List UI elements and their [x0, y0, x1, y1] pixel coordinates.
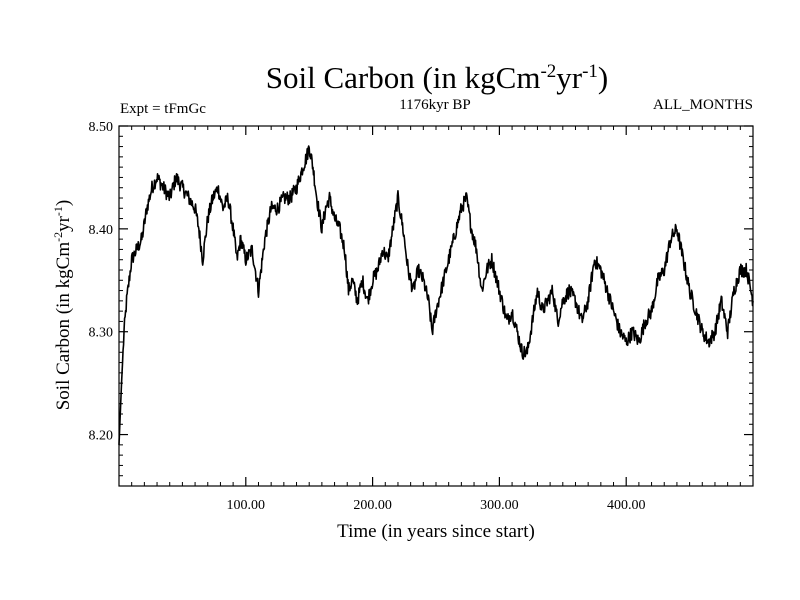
y-tick-label: 8.20: [89, 429, 114, 444]
x-axis-ticks: 100.00 200.00 300.00 400.00: [227, 126, 646, 513]
annotation-months: ALL_MONTHS: [653, 97, 753, 113]
y-axis-label-exp2: -1: [51, 206, 65, 216]
chart-title-mid: yr: [556, 60, 583, 95]
y-tick-label: 8.40: [89, 223, 114, 238]
chart-title-close: ): [598, 60, 608, 95]
y-axis-label-main: Soil Carbon (in kgCm: [53, 242, 74, 411]
chart-title-main: Soil Carbon (in kgCm: [266, 60, 541, 95]
x-tick-label: 400.00: [607, 498, 646, 513]
y-tick-label: 8.50: [89, 120, 114, 135]
x-tick-label: 200.00: [353, 498, 392, 513]
chart-title-exp1: -2: [540, 61, 556, 82]
y-axis-label-exp1: -2: [51, 232, 65, 242]
y-axis-label-close: ): [53, 200, 74, 206]
y-axis-label-mid: yr: [53, 215, 74, 232]
y-axis-label: Soil Carbon (in kgCm-2yr-1): [51, 200, 74, 411]
annotation-experiment: Expt = tFmGc: [120, 101, 206, 117]
y-axis-ticks: 8.20 8.30 8.40 8.50: [89, 120, 753, 444]
chart-title-exp2: -1: [582, 61, 598, 82]
chart-title: Soil Carbon (in kgCm-2yr-1): [266, 60, 609, 95]
x-tick-label: 300.00: [480, 498, 519, 513]
y-tick-label: 8.30: [89, 326, 114, 341]
x-tick-label: 100.00: [227, 498, 266, 513]
minor-ticks: [119, 126, 753, 486]
series-line-soil-carbon: [118, 145, 754, 445]
annotation-period: 1176kyr BP: [399, 97, 471, 113]
x-axis-label: Time (in years since start): [337, 521, 535, 542]
series-group: [118, 145, 754, 445]
plot-frame: [118, 125, 754, 487]
